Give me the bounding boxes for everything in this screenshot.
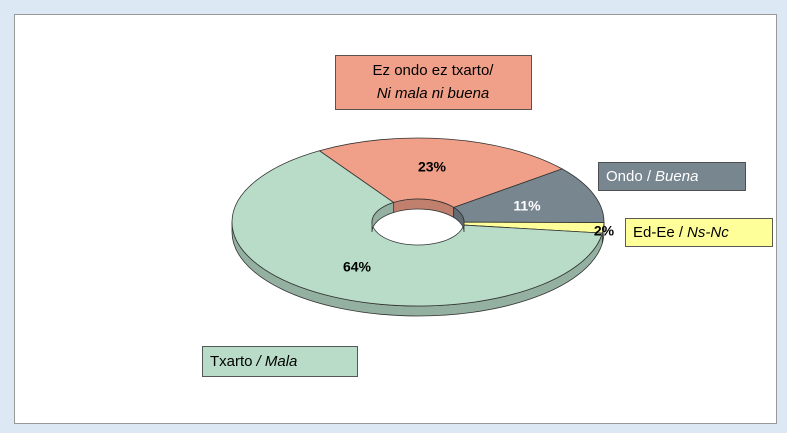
category-label: Ed-Ee /Ns-Nc xyxy=(633,224,729,241)
category-label-italic: Ns-Nc xyxy=(687,224,729,241)
category-label-text: Ed-Ee / xyxy=(633,224,684,241)
value-label: 2% xyxy=(594,223,615,239)
category-label-text: Txarto xyxy=(210,353,253,370)
category-label-italic: Ni mala ni buena xyxy=(377,85,490,102)
value-label: 64% xyxy=(343,259,372,275)
category-label-italic: Buena xyxy=(655,168,698,185)
value-label: 11% xyxy=(513,198,541,214)
value-label: 23% xyxy=(418,159,447,175)
category-label-italic: / Mala xyxy=(256,353,298,370)
category-label-text: Ondo / xyxy=(606,168,652,185)
category-label: Ez ondo ez txarto/ xyxy=(373,62,495,79)
